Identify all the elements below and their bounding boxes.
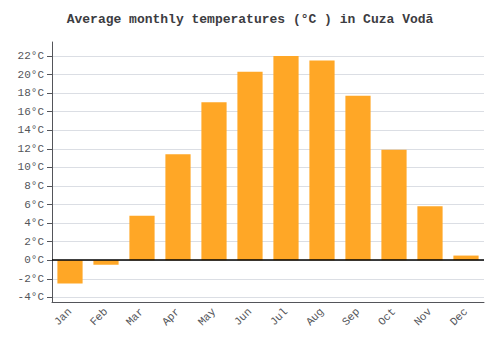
svg-text:10°C: 10°C [18, 161, 45, 173]
svg-text:Mar: Mar [124, 306, 146, 328]
svg-text:Apr: Apr [160, 306, 182, 328]
svg-text:-4°C: -4°C [18, 291, 45, 303]
svg-text:-2°C: -2°C [18, 273, 45, 285]
svg-text:8°C: 8°C [24, 180, 44, 192]
svg-text:6°C: 6°C [24, 199, 44, 211]
svg-text:Oct: Oct [376, 306, 398, 328]
svg-text:20°C: 20°C [18, 69, 45, 81]
svg-text:0°C: 0°C [24, 254, 44, 266]
svg-text:18°C: 18°C [18, 87, 45, 99]
svg-text:Average monthly temperatures (: Average monthly temperatures (°C ) in Cu… [67, 12, 434, 27]
svg-text:4°C: 4°C [24, 217, 44, 229]
svg-text:Dec: Dec [448, 306, 470, 328]
svg-text:May: May [196, 305, 219, 328]
svg-text:Sep: Sep [340, 306, 362, 328]
svg-text:Feb: Feb [88, 306, 110, 328]
svg-text:12°C: 12°C [18, 143, 45, 155]
svg-text:Jul: Jul [268, 306, 290, 328]
svg-text:22°C: 22°C [18, 50, 45, 62]
svg-text:Jan: Jan [52, 306, 74, 328]
svg-text:Jun: Jun [232, 306, 254, 328]
svg-text:14°C: 14°C [18, 124, 45, 136]
svg-text:16°C: 16°C [18, 106, 45, 118]
svg-text:2°C: 2°C [24, 236, 44, 248]
svg-text:Nov: Nov [412, 305, 435, 328]
svg-text:Aug: Aug [304, 306, 326, 328]
